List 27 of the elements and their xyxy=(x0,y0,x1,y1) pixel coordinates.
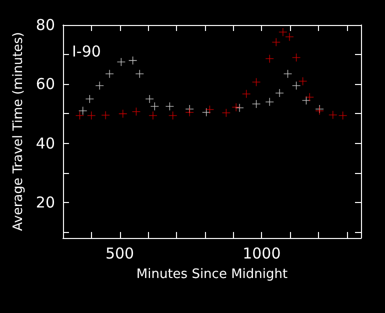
x-axis-title: Minutes Since Midnight xyxy=(136,267,288,282)
x-tick-label: 1000 xyxy=(242,244,281,262)
point xyxy=(76,112,84,120)
point xyxy=(276,89,284,98)
point xyxy=(86,94,94,103)
point xyxy=(285,32,294,41)
point xyxy=(338,112,347,120)
point xyxy=(148,112,157,120)
point xyxy=(292,54,300,62)
point xyxy=(128,56,137,64)
y-tick-label: 60 xyxy=(36,75,55,94)
y-tick-label: 40 xyxy=(36,134,55,152)
y-tick-label: 80 xyxy=(36,16,55,34)
point xyxy=(87,112,96,120)
point xyxy=(117,58,126,66)
point xyxy=(168,112,177,120)
annotation: I-90 xyxy=(72,42,101,60)
point xyxy=(328,110,337,119)
point xyxy=(302,96,310,104)
y-tick-label: 20 xyxy=(36,194,55,212)
point xyxy=(252,100,260,108)
point xyxy=(106,70,114,78)
point xyxy=(236,104,244,112)
x-tick-label: 500 xyxy=(105,244,134,262)
point xyxy=(146,94,154,103)
point xyxy=(278,28,287,36)
y-axis-title: Average Travel Time (minutes) xyxy=(11,32,26,232)
